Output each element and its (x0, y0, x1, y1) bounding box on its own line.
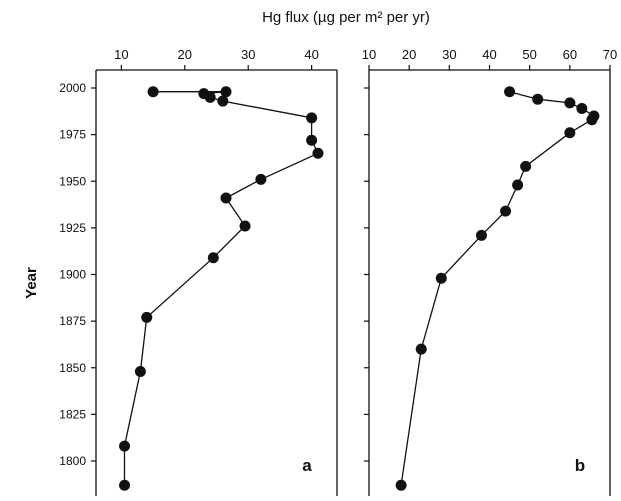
data-point (520, 160, 532, 172)
x-tick-label-20: 20 (178, 47, 192, 62)
x-axis-title: Hg flux (µg per m² per yr) (262, 9, 430, 26)
x-tick-label-60: 60 (563, 47, 577, 62)
data-point (239, 220, 251, 232)
data-point (204, 91, 216, 103)
data-point (475, 229, 487, 241)
data-point (576, 103, 588, 115)
data-point (532, 93, 544, 105)
y-tick-label-1800: 1800 (59, 454, 86, 468)
data-point (512, 179, 524, 191)
data-point (119, 479, 131, 491)
y-tick-label-1825: 1825 (59, 407, 86, 421)
panel-label: b (575, 456, 585, 475)
data-point (564, 127, 576, 139)
x-tick-label-10: 10 (114, 47, 128, 62)
x-tick-label-30: 30 (442, 47, 456, 62)
data-point (306, 112, 318, 124)
x-tick-label-50: 50 (522, 47, 536, 62)
y-tick-label-1875: 1875 (59, 314, 86, 328)
data-point (207, 252, 219, 264)
x-tick-label-70: 70 (603, 47, 617, 62)
data-point (220, 86, 232, 98)
x-tick-label-40: 40 (482, 47, 496, 62)
data-point (147, 86, 159, 98)
data-point (141, 311, 153, 323)
y-tick-label-1950: 1950 (59, 174, 86, 188)
panels: 10 20 30 40 2000 1975 1950 1925 1900 1875 1850 1825… (59, 47, 617, 496)
x-tick-label-40: 40 (304, 47, 318, 62)
panel-a: 10 20 30 40 2000 1975 1950 1925 1900 1875 1850 1825… (59, 47, 338, 496)
y-axis-title: Year (23, 267, 40, 299)
data-point (119, 440, 131, 452)
y-tick-label-1925: 1925 (59, 221, 86, 235)
y-tick-label-2000: 2000 (59, 81, 86, 95)
data-point (220, 192, 232, 204)
data-point (500, 205, 512, 217)
panel-label: a (302, 456, 312, 475)
data-point (415, 343, 427, 355)
data-point (586, 114, 598, 126)
panel-b: 10 20 30 40 50 60 70 b (362, 47, 617, 496)
y-tick-label-1975: 1975 (59, 128, 86, 142)
data-point (435, 272, 447, 284)
data-point (134, 365, 146, 377)
data-point (564, 97, 576, 109)
y-tick-label-1900: 1900 (59, 268, 86, 282)
series-line (123, 91, 319, 486)
series-line (400, 91, 595, 486)
data-point (504, 86, 516, 98)
data-point (395, 479, 407, 491)
data-point (312, 147, 324, 159)
data-point (217, 95, 229, 107)
data-point (255, 173, 267, 185)
x-tick-label-10: 10 (362, 47, 376, 62)
y-tick-label-1850: 1850 (59, 361, 86, 375)
x-tick-label-20: 20 (402, 47, 416, 62)
data-point (306, 134, 318, 146)
x-tick-label-30: 30 (241, 47, 255, 62)
